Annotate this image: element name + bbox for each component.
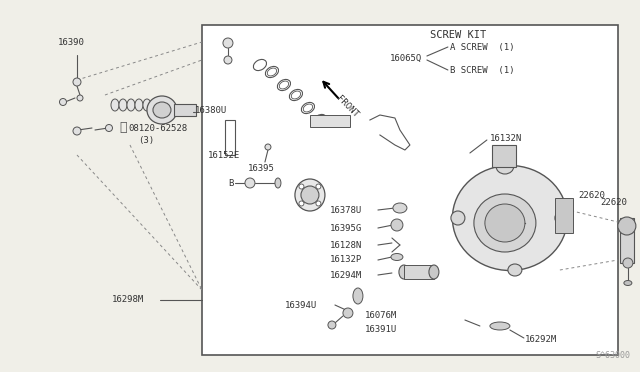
Text: 16391U: 16391U [365,326,397,334]
Text: 08120-62528: 08120-62528 [128,124,187,132]
Ellipse shape [295,179,325,211]
Ellipse shape [393,203,407,213]
Text: B: B [228,179,234,187]
Circle shape [60,99,67,106]
Text: 16380U: 16380U [195,106,227,115]
Ellipse shape [490,322,510,330]
Text: 16390: 16390 [58,38,85,46]
Ellipse shape [474,194,536,252]
Ellipse shape [119,99,127,111]
Ellipse shape [451,211,465,225]
Text: Ⓑ: Ⓑ [119,121,127,134]
Ellipse shape [147,96,177,124]
Circle shape [223,38,233,48]
Circle shape [73,127,81,135]
Bar [620,218,634,263]
Ellipse shape [143,99,151,111]
Ellipse shape [452,166,568,270]
Bar [492,145,516,167]
Circle shape [299,184,304,189]
Ellipse shape [399,265,409,279]
Bar [404,265,434,279]
Text: 16152E: 16152E [208,151,240,160]
Text: SCREW KIT: SCREW KIT [430,30,486,40]
Bar [174,104,196,116]
Bar [202,25,618,355]
Circle shape [391,219,403,231]
Circle shape [73,78,81,86]
Circle shape [265,144,271,150]
Ellipse shape [127,99,135,111]
Ellipse shape [301,186,319,204]
Ellipse shape [496,158,514,174]
Text: 16292M: 16292M [525,336,557,344]
Text: 16065Q: 16065Q [390,54,422,62]
Ellipse shape [508,264,522,276]
Text: A SCREW  (1): A SCREW (1) [450,42,515,51]
Text: FRONT: FRONT [335,94,360,120]
Circle shape [316,184,321,189]
Circle shape [106,125,113,131]
Text: 16128N: 16128N [330,241,362,250]
Circle shape [245,178,255,188]
Text: 16378U: 16378U [330,205,362,215]
Ellipse shape [111,99,119,111]
Text: 16132N: 16132N [490,134,522,142]
Ellipse shape [135,99,143,111]
Text: 22620: 22620 [578,190,605,199]
Ellipse shape [485,204,525,242]
Text: 22620: 22620 [600,198,627,206]
Text: S^63000: S^63000 [595,350,630,359]
Circle shape [618,217,636,235]
Ellipse shape [353,288,363,304]
Text: 16394U: 16394U [285,301,317,310]
Circle shape [299,201,304,206]
Circle shape [224,56,232,64]
Text: 16395: 16395 [248,164,275,173]
Bar [555,198,573,233]
Bar [225,120,235,155]
Text: 16395G: 16395G [330,224,362,232]
Text: 16294M: 16294M [330,270,362,279]
Circle shape [328,321,336,329]
Text: 16298M: 16298M [112,295,144,305]
Ellipse shape [429,265,439,279]
Circle shape [343,308,353,318]
Circle shape [623,258,633,268]
Ellipse shape [555,211,569,225]
Circle shape [77,95,83,101]
Bar [310,115,350,127]
Ellipse shape [624,280,632,285]
Text: (3): (3) [138,135,154,144]
Text: 16076M: 16076M [365,311,397,320]
Circle shape [316,201,321,206]
Ellipse shape [391,253,403,260]
Text: B SCREW  (1): B SCREW (1) [450,65,515,74]
Ellipse shape [275,178,281,188]
Ellipse shape [153,102,171,118]
Text: 16132P: 16132P [330,256,362,264]
